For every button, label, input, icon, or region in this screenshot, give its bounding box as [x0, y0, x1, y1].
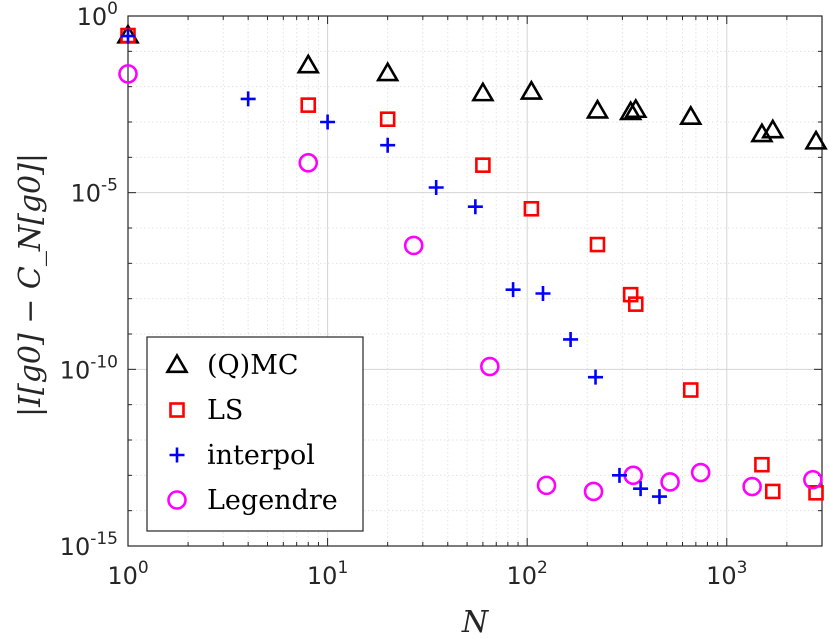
- legend-marker-square: [169, 402, 185, 418]
- data-point-triangle: [624, 97, 648, 119]
- data-point-plus: [633, 481, 649, 497]
- data-point-triangle: [618, 100, 643, 121]
- x-tick-label: 100: [107, 558, 148, 590]
- y-tick-label: 10-15: [60, 529, 118, 561]
- data-point-square: [523, 200, 540, 217]
- plot-area-frame: [127, 15, 823, 547]
- legend-marker-triangle: [165, 352, 189, 374]
- data-point-triangle: [296, 53, 321, 74]
- data-point-circle: [536, 475, 557, 496]
- data-point-circle: [403, 235, 424, 256]
- legend-marker-circle: [167, 490, 187, 510]
- data-point-plus: [505, 282, 521, 298]
- x-tick-label: 102: [506, 558, 547, 590]
- x-tick-label: 103: [706, 558, 747, 590]
- y-tick-label: 10-5: [71, 176, 119, 208]
- data-point-triangle: [761, 118, 785, 139]
- data-point-triangle: [585, 98, 610, 119]
- data-point-triangle: [519, 79, 544, 100]
- data-point-plus: [467, 199, 483, 215]
- data-point-square: [379, 111, 396, 128]
- data-point-circle: [298, 153, 319, 173]
- y-tick-label: 100: [77, 0, 118, 31]
- data-point-circle: [742, 476, 762, 497]
- data-point-triangle: [678, 104, 703, 125]
- legend-label: interpol: [207, 440, 315, 471]
- data-point-triangle: [804, 129, 828, 150]
- data-point-square: [475, 157, 491, 173]
- data-point-circle: [583, 481, 604, 502]
- data-point-circle: [118, 64, 138, 84]
- data-point-plus: [320, 114, 336, 130]
- y-axis-title: |I[g0] − C_N[g0]|: [13, 153, 48, 417]
- data-point-square: [764, 483, 781, 500]
- data-point-circle: [660, 472, 680, 492]
- legend-label: Legendre: [207, 485, 338, 516]
- legend-marker-plus: [169, 447, 185, 463]
- data-point-circle: [803, 469, 823, 490]
- data-point-plus: [240, 91, 256, 107]
- data-point-square: [627, 296, 644, 312]
- data-point-plus: [120, 28, 136, 44]
- data-point-plus: [588, 369, 604, 385]
- legend-label: (Q)MC: [207, 350, 299, 381]
- tick-labels: 100 101 102 103 100 10-5 10-10 10-15: [60, 0, 748, 590]
- legend-box: [146, 336, 364, 532]
- data-point-square: [300, 97, 317, 113]
- data-point-triangle: [375, 61, 400, 82]
- data-point-circle: [480, 356, 500, 377]
- data-point-plus: [428, 180, 444, 196]
- x-tick-label: 101: [307, 558, 348, 590]
- data-point-square: [622, 286, 639, 303]
- y-tick-label: 10-10: [60, 352, 118, 384]
- data-point-square: [754, 456, 770, 473]
- data-point-plus: [611, 467, 627, 483]
- legend-label: LS: [207, 395, 243, 426]
- legend: (Q)MC LS interpol Legendre: [146, 336, 364, 532]
- data-point-square: [682, 382, 699, 398]
- axis-ticks: [127, 15, 823, 547]
- data-point-plus: [563, 331, 579, 347]
- data-point-square: [589, 236, 606, 253]
- data-point-circle: [690, 462, 711, 483]
- data-point-plus: [380, 137, 396, 153]
- x-axis-title: N: [461, 605, 490, 639]
- data-markers: [116, 23, 828, 505]
- data-point-plus: [651, 489, 667, 505]
- data-point-plus: [535, 286, 551, 302]
- data-point-triangle: [471, 81, 495, 102]
